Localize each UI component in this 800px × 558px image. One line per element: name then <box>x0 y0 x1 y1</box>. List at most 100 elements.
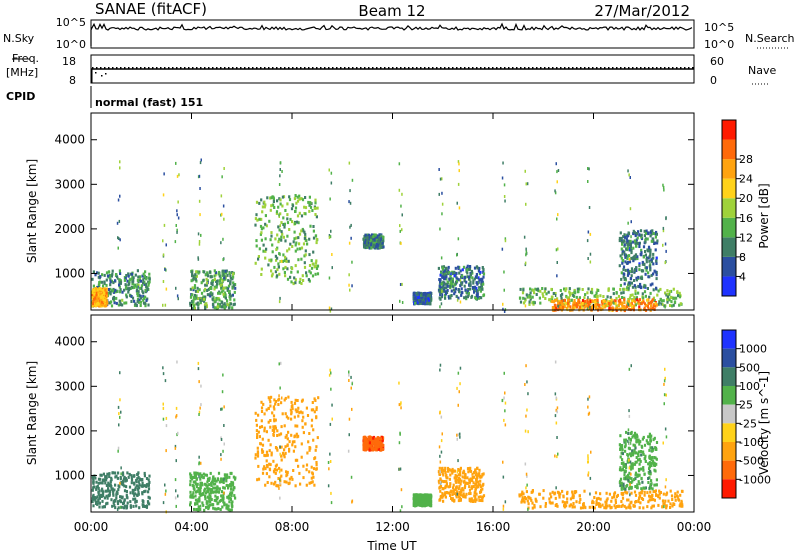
data-cell <box>638 482 640 485</box>
data-cell <box>206 502 208 505</box>
data-cell <box>572 301 574 304</box>
data-cell <box>112 494 114 497</box>
data-cell <box>308 253 310 256</box>
data-cell <box>625 431 627 434</box>
nave-dot <box>324 67 326 69</box>
data-cell <box>138 483 140 486</box>
data-cell <box>222 500 224 503</box>
freq-tick-low: 8 <box>69 74 76 87</box>
data-cell <box>649 265 651 268</box>
nave-dot <box>516 67 518 69</box>
data-cell <box>122 480 124 483</box>
data-cell <box>673 288 675 291</box>
data-cell <box>194 474 196 477</box>
data-cell <box>441 275 443 278</box>
data-cell <box>128 476 130 479</box>
nave-dot <box>104 67 106 69</box>
data-streak-cell <box>589 306 591 309</box>
data-cell <box>576 306 578 309</box>
data-cell <box>297 270 299 273</box>
data-cell <box>634 239 636 242</box>
data-cell <box>221 301 223 304</box>
data-cell <box>519 297 521 300</box>
data-cell <box>574 505 576 508</box>
data-cell <box>280 469 282 472</box>
data-cell <box>203 473 205 476</box>
data-cell <box>620 292 622 295</box>
data-cell <box>650 301 652 304</box>
data-cell <box>536 293 538 296</box>
data-cell <box>635 494 637 497</box>
data-cell <box>126 295 128 298</box>
data-cell <box>207 274 209 277</box>
data-streak-cell <box>505 239 507 242</box>
data-cell <box>283 236 285 239</box>
data-streak-cell <box>200 161 202 164</box>
data-cell <box>144 275 146 278</box>
data-cell <box>312 251 314 254</box>
data-streak-cell <box>119 195 121 198</box>
data-cell <box>147 284 149 287</box>
data-cell <box>273 206 275 209</box>
data-cell <box>124 476 126 479</box>
data-cell <box>442 286 444 289</box>
data-cell <box>272 196 274 199</box>
data-cell <box>129 473 131 476</box>
data-cell <box>564 501 566 504</box>
data-cell <box>257 447 259 450</box>
data-cell <box>642 466 644 469</box>
data-streak-cell <box>401 283 403 286</box>
data-cell <box>549 492 551 495</box>
nave-dot <box>236 67 238 69</box>
data-cell <box>294 231 296 234</box>
nave-dot <box>476 67 478 69</box>
data-cell <box>468 276 470 279</box>
nave-dot <box>180 67 182 69</box>
data-cell <box>266 430 268 433</box>
data-cell <box>296 425 298 428</box>
data-cell <box>608 302 610 305</box>
data-cell <box>270 196 272 199</box>
nave-dot <box>216 67 218 69</box>
data-cell <box>118 485 120 488</box>
data-cell <box>569 305 571 308</box>
data-streak-cell <box>164 224 166 227</box>
data-cell <box>628 437 630 440</box>
data-cell <box>99 497 101 500</box>
data-cell <box>670 300 672 303</box>
data-cell <box>278 238 280 241</box>
nave-dot <box>444 67 446 69</box>
data-cell <box>306 484 308 487</box>
data-cell <box>421 297 423 300</box>
nave-dot <box>112 67 114 69</box>
data-cell <box>460 294 462 297</box>
data-cell <box>105 284 107 287</box>
data-cell <box>659 497 661 500</box>
data-cell <box>364 245 366 248</box>
data-streak-cell <box>590 233 592 236</box>
data-cell <box>646 258 648 261</box>
data-cell <box>464 276 466 279</box>
data-cell <box>374 448 376 451</box>
data-cell <box>369 449 371 452</box>
data-cell <box>647 238 649 241</box>
nave-dot <box>404 67 406 69</box>
nave-dot <box>632 67 634 69</box>
data-cell <box>141 284 143 287</box>
data-cell <box>276 464 278 467</box>
data-cell <box>623 265 625 268</box>
data-cell <box>642 292 644 295</box>
data-cell <box>276 469 278 472</box>
data-cell <box>268 220 270 223</box>
data-cell <box>130 506 132 509</box>
data-streak-cell <box>662 244 664 247</box>
data-cell <box>379 441 381 444</box>
data-cell <box>263 429 265 432</box>
data-cell <box>473 291 475 294</box>
data-cell <box>114 301 116 304</box>
nave-dot <box>612 67 614 69</box>
data-cell <box>650 234 652 237</box>
data-cell <box>255 262 257 265</box>
data-cell <box>108 484 110 487</box>
data-cell <box>258 255 260 258</box>
